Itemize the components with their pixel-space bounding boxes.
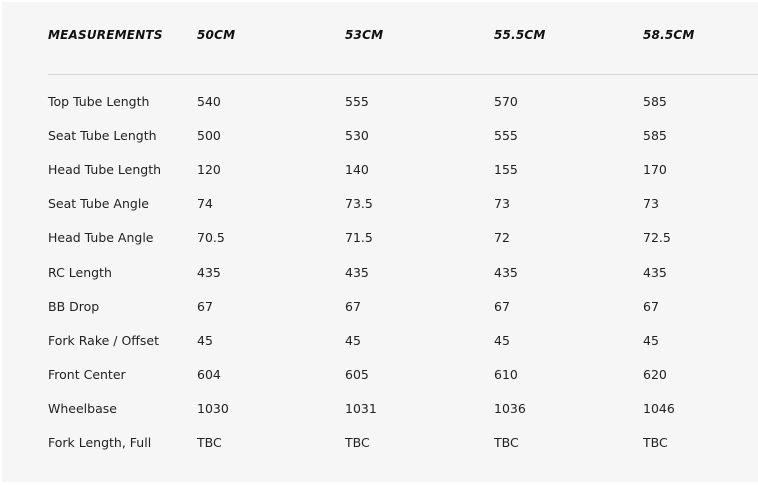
row-value: 74 bbox=[197, 196, 213, 212]
row-label: Fork Length, Full bbox=[48, 435, 152, 450]
row-value: 140 bbox=[345, 162, 369, 178]
row-value: 555 bbox=[345, 94, 369, 109]
row-value: 1030 bbox=[197, 400, 229, 416]
header-cell: MEASUREMENTS bbox=[48, 28, 163, 42]
row-value: 435 bbox=[197, 264, 221, 280]
row-value: 71.5 bbox=[345, 230, 373, 246]
row-value: 435 bbox=[494, 264, 518, 280]
row-value: 45 bbox=[345, 332, 361, 348]
row-value: 500 bbox=[197, 128, 221, 144]
row-label: BB Drop bbox=[48, 298, 100, 314]
row-value: 620 bbox=[643, 366, 667, 382]
row-value: 45 bbox=[197, 332, 213, 348]
row-value: 570 bbox=[494, 94, 518, 109]
row-value: 73.5 bbox=[345, 196, 373, 212]
row-value: 67 bbox=[197, 298, 213, 314]
table-row: Fork Rake / Offset 45 45 45 45 bbox=[2, 331, 758, 351]
table-row: Front Center 604 605 610 620 bbox=[2, 365, 758, 385]
row-value: TBC bbox=[494, 435, 519, 450]
table-row: Seat Tube Length 500 530 555 585 bbox=[2, 126, 758, 146]
header-divider bbox=[48, 74, 758, 75]
row-value: 72 bbox=[494, 230, 510, 246]
row-value: 1046 bbox=[643, 400, 675, 416]
row-value: 530 bbox=[345, 128, 369, 144]
row-value: 435 bbox=[643, 264, 667, 280]
row-value: 610 bbox=[494, 366, 518, 382]
header-cell: 58.5CM bbox=[643, 28, 695, 42]
row-value: 73 bbox=[643, 196, 659, 212]
row-value: 1031 bbox=[345, 400, 377, 416]
row-value: 435 bbox=[345, 264, 369, 280]
table-row: BB Drop 67 67 67 67 bbox=[2, 297, 758, 317]
row-value: 73 bbox=[494, 196, 510, 212]
row-label: Top Tube Length bbox=[48, 94, 150, 109]
row-label: Wheelbase bbox=[48, 400, 117, 416]
row-value: 67 bbox=[643, 298, 659, 314]
row-value: 555 bbox=[494, 128, 518, 144]
row-label: Seat Tube Angle bbox=[48, 196, 149, 212]
row-value: 45 bbox=[643, 332, 659, 348]
row-value: 170 bbox=[643, 162, 667, 178]
row-value: TBC bbox=[643, 435, 668, 450]
table-row: RC Length 435 435 435 435 bbox=[2, 263, 758, 283]
row-value: TBC bbox=[197, 435, 222, 450]
row-value: 605 bbox=[345, 366, 369, 382]
row-value: 604 bbox=[197, 366, 221, 382]
table-row: Seat Tube Angle 74 73.5 73 73 bbox=[2, 194, 758, 214]
row-label: Front Center bbox=[48, 366, 126, 382]
row-value: 585 bbox=[643, 94, 667, 109]
row-value: 67 bbox=[494, 298, 510, 314]
row-label: RC Length bbox=[48, 264, 112, 280]
row-value: 1036 bbox=[494, 400, 526, 416]
table-row: Wheelbase 1030 1031 1036 1046 bbox=[2, 399, 758, 419]
table-header: MEASUREMENTS 50CM 53CM 55.5CM 58.5CM bbox=[2, 25, 758, 45]
table-row: Head Tube Angle 70.5 71.5 72 72.5 bbox=[2, 228, 758, 248]
header-cell: 53CM bbox=[345, 28, 384, 42]
header-cell: 50CM bbox=[197, 28, 236, 42]
row-value: 70.5 bbox=[197, 230, 225, 246]
row-value: TBC bbox=[345, 435, 370, 450]
row-value: 540 bbox=[197, 94, 221, 109]
row-label: Head Tube Angle bbox=[48, 230, 154, 246]
table-row: Head Tube Length 120 140 155 170 bbox=[2, 160, 758, 180]
row-value: 45 bbox=[494, 332, 510, 348]
row-value: 67 bbox=[345, 298, 361, 314]
table-row: Top Tube Length 540 555 570 585 bbox=[2, 92, 758, 112]
table-row: Fork Length, Full TBC TBC TBC TBC bbox=[2, 433, 758, 453]
row-value: 72.5 bbox=[643, 230, 671, 246]
row-label: Head Tube Length bbox=[48, 162, 162, 178]
row-value: 585 bbox=[643, 128, 667, 144]
row-value: 155 bbox=[494, 162, 518, 178]
header-cell: 55.5CM bbox=[494, 28, 546, 42]
row-label: Seat Tube Length bbox=[48, 128, 157, 144]
row-label: Fork Rake / Offset bbox=[48, 332, 160, 348]
row-value: 120 bbox=[197, 162, 221, 178]
